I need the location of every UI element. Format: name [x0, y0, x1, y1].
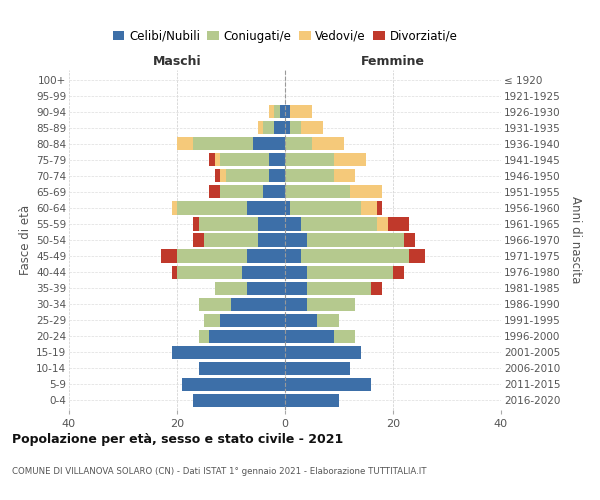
Bar [193, 394, 285, 407]
Bar [301, 121, 323, 134]
Bar [226, 170, 269, 182]
Bar [388, 218, 409, 230]
Bar [285, 378, 371, 391]
Bar [361, 202, 377, 214]
Bar [301, 218, 377, 230]
Bar [172, 202, 177, 214]
Bar [377, 218, 388, 230]
Bar [371, 282, 382, 294]
Bar [209, 186, 220, 198]
Bar [209, 153, 215, 166]
Bar [290, 105, 312, 118]
Bar [285, 234, 307, 246]
Bar [393, 266, 404, 278]
Text: Maschi: Maschi [152, 56, 202, 68]
Text: Femmine: Femmine [361, 56, 425, 68]
Bar [247, 282, 285, 294]
Bar [409, 250, 425, 262]
Bar [209, 330, 285, 343]
Bar [307, 298, 355, 310]
Bar [177, 202, 247, 214]
Bar [204, 314, 220, 327]
Bar [172, 346, 285, 359]
Bar [285, 218, 301, 230]
Bar [263, 121, 274, 134]
Bar [269, 105, 274, 118]
Bar [334, 170, 355, 182]
Bar [199, 362, 285, 375]
Text: COMUNE DI VILLANOVA SOLARO (CN) - Dati ISTAT 1° gennaio 2021 - Elaborazione TUTT: COMUNE DI VILLANOVA SOLARO (CN) - Dati I… [12, 468, 427, 476]
Bar [220, 153, 269, 166]
Bar [231, 298, 285, 310]
Y-axis label: Anni di nascita: Anni di nascita [569, 196, 582, 284]
Bar [312, 137, 344, 150]
Bar [220, 314, 285, 327]
Bar [199, 330, 209, 343]
Bar [317, 314, 339, 327]
Bar [285, 346, 361, 359]
Bar [285, 137, 312, 150]
Bar [247, 250, 285, 262]
Bar [285, 170, 334, 182]
Bar [193, 234, 204, 246]
Bar [285, 330, 334, 343]
Bar [199, 298, 231, 310]
Bar [177, 137, 193, 150]
Bar [285, 394, 339, 407]
Bar [285, 314, 317, 327]
Bar [334, 330, 355, 343]
Bar [274, 105, 280, 118]
Bar [258, 218, 285, 230]
Bar [285, 186, 350, 198]
Bar [290, 121, 301, 134]
Bar [177, 266, 242, 278]
Bar [274, 121, 285, 134]
Bar [307, 234, 404, 246]
Bar [404, 234, 415, 246]
Bar [161, 250, 177, 262]
Bar [307, 282, 371, 294]
Bar [215, 170, 220, 182]
Bar [258, 234, 285, 246]
Bar [220, 186, 263, 198]
Bar [253, 137, 285, 150]
Bar [285, 362, 350, 375]
Bar [334, 153, 366, 166]
Bar [285, 153, 334, 166]
Bar [263, 186, 285, 198]
Bar [172, 266, 177, 278]
Bar [285, 250, 301, 262]
Y-axis label: Fasce di età: Fasce di età [19, 205, 32, 275]
Bar [269, 170, 285, 182]
Legend: Celibi/Nubili, Coniugati/e, Vedovi/e, Divorziati/e: Celibi/Nubili, Coniugati/e, Vedovi/e, Di… [108, 25, 462, 48]
Bar [350, 186, 382, 198]
Bar [285, 202, 290, 214]
Bar [215, 153, 220, 166]
Text: Popolazione per età, sesso e stato civile - 2021: Popolazione per età, sesso e stato civil… [12, 432, 343, 446]
Bar [280, 105, 285, 118]
Bar [242, 266, 285, 278]
Bar [285, 266, 307, 278]
Bar [193, 137, 253, 150]
Bar [285, 282, 307, 294]
Bar [247, 202, 285, 214]
Bar [182, 378, 285, 391]
Bar [193, 218, 199, 230]
Bar [199, 218, 258, 230]
Bar [290, 202, 361, 214]
Bar [177, 250, 247, 262]
Bar [215, 282, 247, 294]
Bar [204, 234, 258, 246]
Bar [220, 170, 226, 182]
Bar [377, 202, 382, 214]
Bar [285, 298, 307, 310]
Bar [301, 250, 409, 262]
Bar [285, 121, 290, 134]
Bar [269, 153, 285, 166]
Bar [258, 121, 263, 134]
Bar [307, 266, 393, 278]
Bar [285, 105, 290, 118]
